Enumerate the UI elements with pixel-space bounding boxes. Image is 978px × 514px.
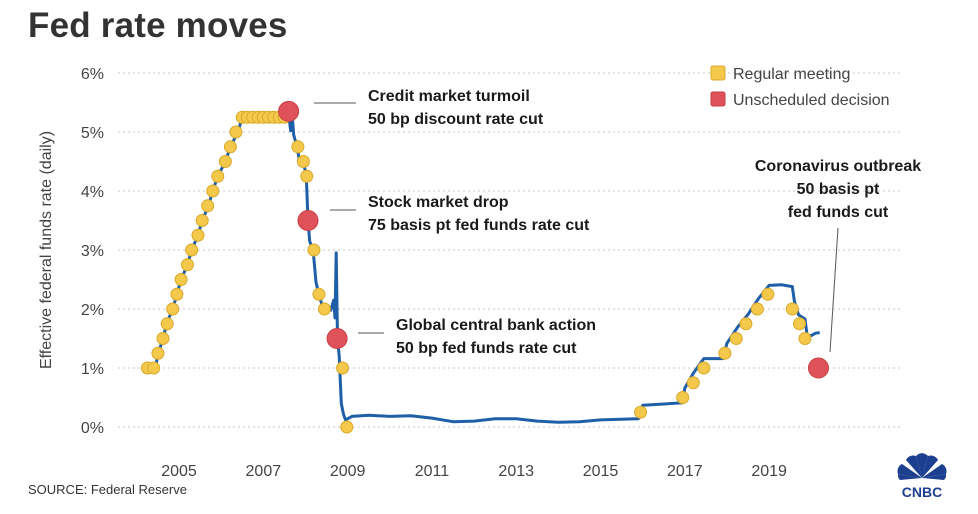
regular-meeting-point <box>336 361 350 375</box>
x-tick-label: 2009 <box>330 463 366 480</box>
x-tick-label: 2017 <box>667 463 703 480</box>
regular-meeting-point <box>211 169 225 183</box>
x-tick-label: 2019 <box>751 463 787 480</box>
regular-meeting-point <box>195 214 209 227</box>
regular-meeting-point <box>191 228 205 242</box>
peacock-icon <box>897 453 947 480</box>
x-tick-label: 2011 <box>415 463 450 480</box>
regular-meeting-point <box>317 302 331 316</box>
regular-meeting-point <box>676 391 690 404</box>
x-axis-ticks: 2005 2007 2009 2011 2013 2015 2017 2019 <box>161 463 787 480</box>
regular-meeting-point <box>223 140 237 154</box>
annotation-text: 50 basis pt <box>797 181 880 198</box>
regular-meeting-point <box>312 287 326 301</box>
regular-meeting-point <box>634 405 648 419</box>
unscheduled-decision-point <box>807 357 829 379</box>
legend-swatch <box>710 91 726 107</box>
x-tick-label: 2015 <box>583 463 619 480</box>
annotation-text: Coronavirus outbreak <box>755 158 921 175</box>
annotation-text: Stock market drop <box>368 194 509 211</box>
chart-title: Fed rate moves <box>28 6 288 45</box>
annotation-text: 50 bp fed funds rate cut <box>396 340 577 357</box>
regular-meeting-point <box>300 169 314 183</box>
y-tick-label: 0% <box>81 420 104 437</box>
regular-meeting-point <box>180 258 194 272</box>
x-tick-label: 2005 <box>161 463 197 480</box>
regular-meeting-point <box>206 184 220 198</box>
y-axis-label: Effective federal funds rate (daily) <box>38 131 55 369</box>
logo-text: CNBC <box>902 484 942 500</box>
regular-meeting-point <box>307 243 321 257</box>
annotation-text: 50 bp discount rate cut <box>368 111 544 128</box>
regular-meeting-point <box>201 199 215 213</box>
y-axis-ticks: 0% 1% 2% 3% 4% 5% 6% <box>81 66 104 437</box>
regular-meeting-point <box>185 243 199 257</box>
annotation-text: fed funds cut <box>788 204 889 221</box>
annotation-leaders <box>314 102 839 353</box>
grid-lines <box>118 72 900 428</box>
regular-meeting-point <box>340 420 354 434</box>
regular-meeting-point <box>686 376 700 390</box>
regular-meeting-point <box>785 302 799 316</box>
regular-meeting-point <box>296 155 310 168</box>
regular-meeting-point <box>697 361 711 375</box>
regular-meeting-point <box>218 155 232 168</box>
regular-meeting-point <box>750 302 764 316</box>
series-layer <box>147 111 820 424</box>
regular-meeting-point <box>229 125 243 139</box>
regular-meeting-point <box>160 317 174 331</box>
marker-layer <box>140 100 829 434</box>
regular-meeting-point <box>761 287 775 301</box>
y-tick-label: 3% <box>81 243 104 260</box>
y-tick-label: 4% <box>81 184 104 201</box>
annotation-layer: Credit market turmoil 50 bp discount rate… <box>368 88 921 357</box>
x-tick-label: 2007 <box>246 463 282 480</box>
regular-meeting-point <box>792 317 806 331</box>
regular-meeting-point <box>798 332 812 345</box>
legend-label: Regular meeting <box>733 66 850 83</box>
y-tick-label: 1% <box>81 361 104 378</box>
rate-line <box>147 111 820 424</box>
unscheduled-decision-point <box>326 328 348 349</box>
regular-meeting-point <box>718 346 732 360</box>
annotation-text: Credit market turmoil <box>368 88 530 105</box>
unscheduled-decision-point <box>297 210 319 231</box>
source-note: SOURCE: Federal Reserve <box>28 482 187 497</box>
legend-swatch <box>710 65 726 81</box>
regular-meeting-point <box>151 346 165 360</box>
y-tick-label: 6% <box>81 66 104 83</box>
unscheduled-decision-point <box>278 100 300 122</box>
y-tick-label: 2% <box>81 302 104 319</box>
annotation-leader <box>829 227 839 353</box>
regular-meeting-point <box>166 302 180 316</box>
regular-meeting-point <box>156 332 170 345</box>
regular-meeting-point <box>729 332 743 345</box>
regular-meeting-point <box>739 317 753 331</box>
annotation-text: 75 basis pt fed funds rate cut <box>368 217 590 234</box>
legend: Regular meeting Unscheduled decision <box>710 65 890 109</box>
regular-meeting-point <box>291 140 305 154</box>
legend-label: Unscheduled decision <box>733 92 890 109</box>
regular-meeting-point <box>174 273 188 286</box>
regular-meeting-point <box>170 287 184 301</box>
regular-meeting-point <box>147 361 161 375</box>
y-tick-label: 5% <box>81 125 104 142</box>
x-tick-label: 2013 <box>498 463 534 480</box>
annotation-text: Global central bank action <box>396 317 596 334</box>
cnbc-logo: CNBC <box>897 453 947 500</box>
